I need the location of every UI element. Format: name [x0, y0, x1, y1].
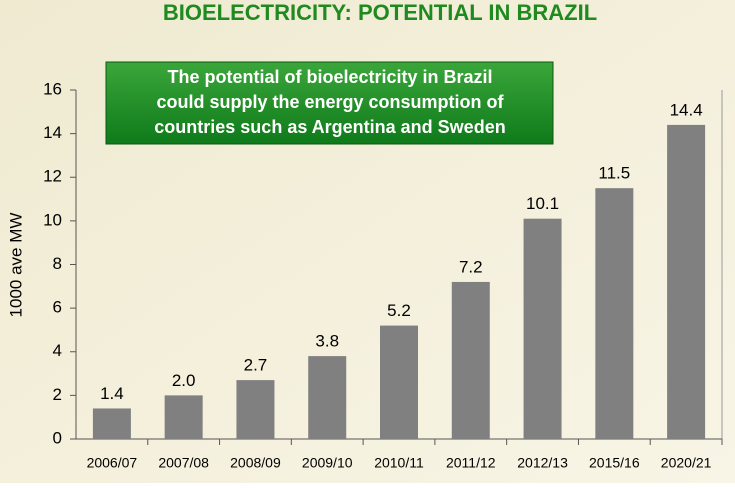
y-axis-label: 1000 ave MW — [6, 213, 25, 318]
bar — [308, 356, 347, 439]
bar — [451, 281, 490, 439]
x-tick-label: 2012/13 — [517, 455, 568, 471]
value-label: 2.7 — [244, 356, 268, 375]
annotation-text: The potential of bioelectricity in Brazi… — [167, 67, 492, 87]
y-tick-label: 14 — [43, 123, 62, 142]
y-tick-label: 8 — [53, 254, 62, 273]
y-tick-label: 0 — [53, 428, 62, 447]
x-tick-label: 2007/08 — [158, 455, 209, 471]
annotation-text: could supply the energy consumption of — [156, 92, 504, 112]
bar — [164, 395, 203, 439]
x-tick-label: 2009/10 — [302, 455, 353, 471]
bar — [595, 188, 634, 439]
x-tick-label: 2010/11 — [374, 455, 424, 471]
value-label: 14.4 — [670, 100, 703, 119]
value-label: 1.4 — [100, 384, 124, 403]
y-tick-label: 10 — [43, 210, 62, 229]
y-tick-label: 2 — [53, 385, 62, 404]
annotation-box — [105, 61, 554, 145]
x-tick-label: 2015/16 — [589, 455, 640, 471]
bar — [667, 124, 706, 440]
y-tick-label: 16 — [43, 79, 62, 98]
value-label: 11.5 — [598, 164, 630, 183]
value-label: 5.2 — [387, 301, 411, 320]
chart-title: BIOELECTRICITY: POTENTIAL IN BRAZIL — [163, 0, 597, 25]
bar — [523, 218, 562, 439]
annotation-text: countries such as Argentina and Sweden — [154, 117, 505, 137]
y-tick-label: 6 — [53, 298, 62, 317]
value-label: 2.0 — [172, 371, 196, 390]
x-tick-label: 2011/12 — [446, 455, 496, 471]
bar — [92, 408, 131, 439]
y-tick-label: 12 — [43, 167, 62, 186]
value-label: 3.8 — [315, 332, 339, 351]
x-tick-label: 2008/09 — [230, 455, 281, 471]
x-tick-label: 2020/21 — [661, 455, 712, 471]
bar — [380, 325, 418, 439]
y-tick-label: 4 — [53, 341, 62, 360]
bar — [236, 380, 275, 439]
x-tick-label: 2006/07 — [87, 455, 138, 471]
value-label: 7.2 — [459, 257, 483, 276]
value-label: 10.1 — [526, 194, 559, 213]
